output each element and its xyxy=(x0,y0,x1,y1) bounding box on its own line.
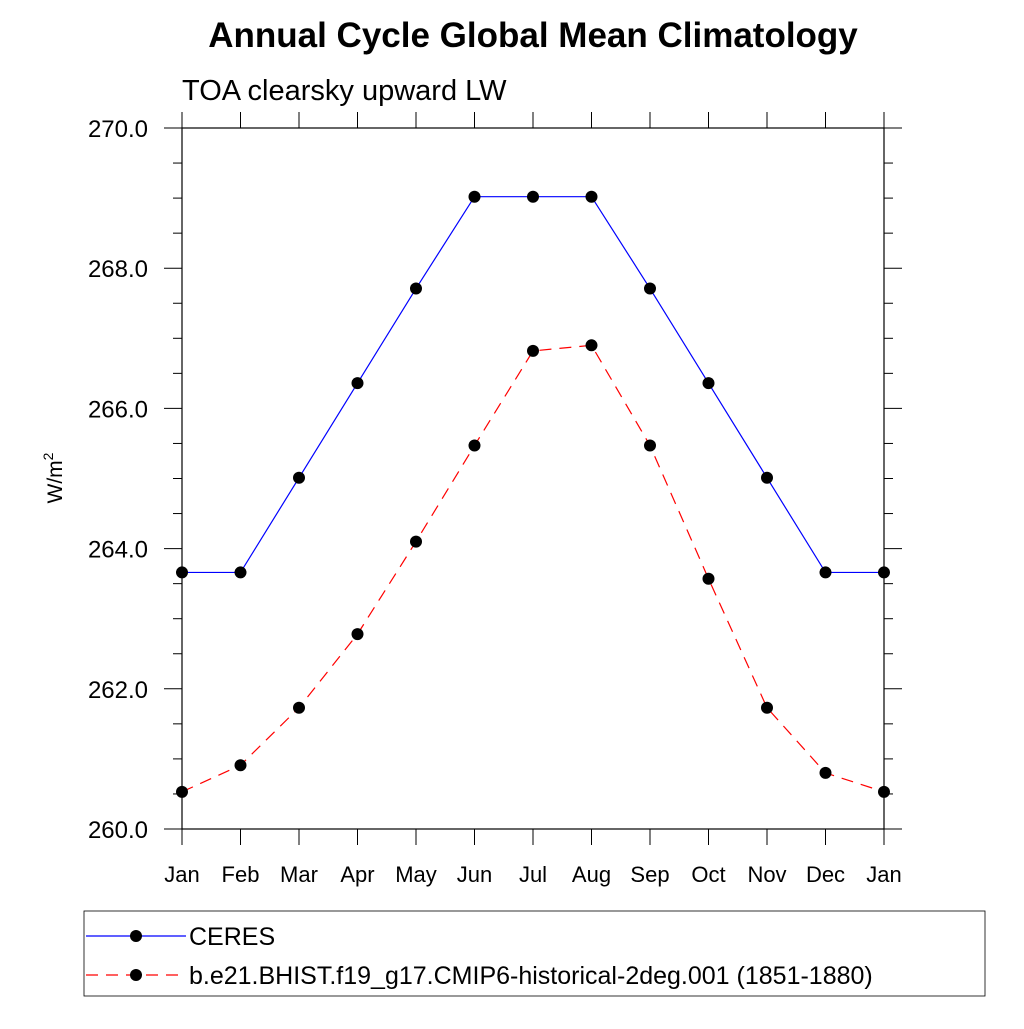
y-tick-label: 264.0 xyxy=(88,537,148,564)
x-tick-label: Jul xyxy=(519,862,547,887)
y-tick-label: 260.0 xyxy=(88,817,148,844)
x-tick-label: Oct xyxy=(691,862,725,887)
data-point-series-0 xyxy=(468,190,481,203)
y-tick-label: 266.0 xyxy=(88,396,148,423)
data-point-series-1 xyxy=(819,766,832,779)
data-point-series-1 xyxy=(702,572,715,585)
data-point-series-0 xyxy=(351,377,364,390)
data-point-series-1 xyxy=(761,701,773,714)
series-line-0 xyxy=(182,196,884,574)
y-tick-label: 270.0 xyxy=(88,116,148,143)
data-point-series-0 xyxy=(293,471,305,484)
data-point-series-0 xyxy=(702,377,715,390)
data-point-series-1 xyxy=(234,759,247,772)
legend-label-0: CERES xyxy=(189,923,275,951)
legend-marker-1 xyxy=(130,969,142,981)
data-point-series-1 xyxy=(527,344,539,357)
plot-frame xyxy=(181,127,885,830)
x-tick-label: Jun xyxy=(457,862,492,887)
data-point-series-1 xyxy=(293,701,305,714)
series-line-1 xyxy=(181,344,885,793)
y-axis-label: W/m2 xyxy=(40,452,67,503)
legend-box xyxy=(83,910,986,997)
x-tick-label: Apr xyxy=(340,862,374,887)
data-point-series-0 xyxy=(234,566,247,579)
legend-marker-0 xyxy=(130,930,142,942)
data-point-series-1 xyxy=(468,439,481,452)
chart-subtitle: TOA clearsky upward LW xyxy=(182,75,507,107)
x-tick-label: Jan xyxy=(866,862,901,887)
y-tick-label: 262.0 xyxy=(88,677,148,704)
data-point-series-1 xyxy=(878,785,890,798)
y-tick-label: 268.0 xyxy=(88,256,148,283)
data-point-series-0 xyxy=(819,566,832,579)
data-point-series-0 xyxy=(761,471,773,484)
x-tick-label: May xyxy=(395,862,437,887)
x-tick-label: Nov xyxy=(747,862,786,887)
data-point-series-1 xyxy=(585,339,598,352)
x-tick-label: Jan xyxy=(164,862,199,887)
legend-label-1: b.e21.BHIST.f19_g17.CMIP6-historical-2de… xyxy=(189,962,873,990)
x-tick-label: Sep xyxy=(630,862,669,887)
data-point-series-0 xyxy=(410,282,422,295)
data-point-series-0 xyxy=(176,566,188,579)
data-point-series-1 xyxy=(644,439,656,452)
data-point-series-0 xyxy=(878,566,890,579)
data-point-series-1 xyxy=(351,628,364,641)
x-tick-label: Dec xyxy=(806,862,845,887)
x-tick-label: Feb xyxy=(222,862,260,887)
data-point-series-1 xyxy=(176,785,188,798)
x-tick-label: Aug xyxy=(572,862,611,887)
data-point-series-0 xyxy=(585,190,598,203)
data-point-series-1 xyxy=(410,535,422,548)
chart-title: Annual Cycle Global Mean Climatology xyxy=(208,16,858,55)
x-tick-label: Mar xyxy=(280,862,318,887)
data-point-series-0 xyxy=(527,190,539,203)
data-point-series-0 xyxy=(644,282,656,295)
